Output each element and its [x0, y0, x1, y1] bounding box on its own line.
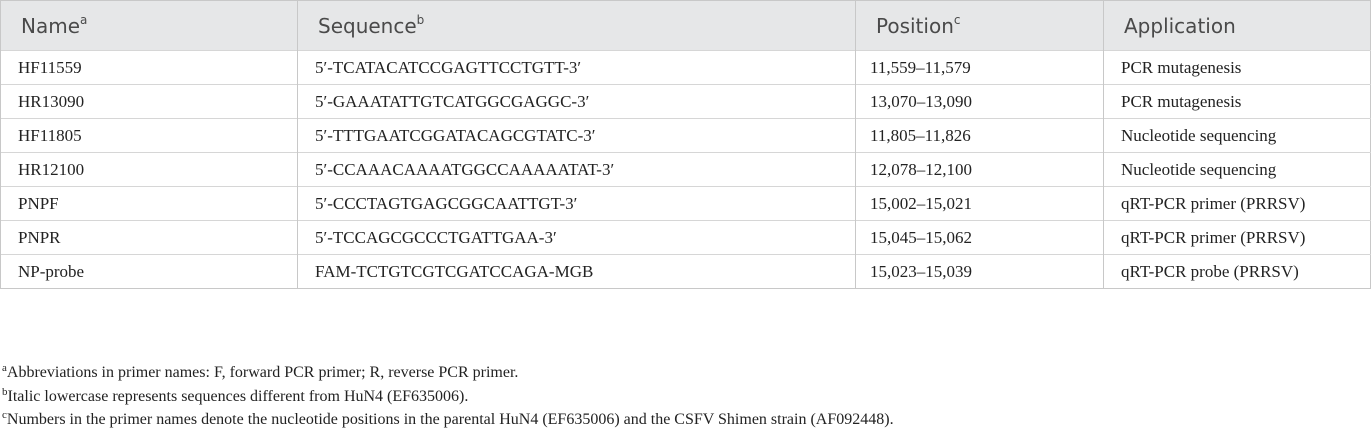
header-label: Name: [21, 14, 81, 38]
table-cell: 5′-CCCTAGTGAGCGGCAATTGT-3′: [297, 186, 856, 221]
table-row: HR13090 5′-GAAATATTGTCATGGCGAGGC-3′ 13,070…: [0, 84, 1371, 119]
footnote: bItalic lowercase represents sequences d…: [2, 381, 894, 405]
header-label: Sequence: [318, 14, 417, 38]
footnote-text: Numbers in the primer names denote the n…: [6, 411, 894, 428]
table-cell: PNPF: [0, 186, 298, 221]
table-row: PNPF 5′-CCCTAGTGAGCGGCAATTGT-3′ 15,002–15,…: [0, 186, 1371, 221]
footnote-marker: c: [2, 409, 7, 421]
table-cell: Nucleotide sequencing: [1103, 118, 1371, 153]
column-header: Positionc: [855, 0, 1104, 51]
footnotes: aAbbreviations in primer names: F, forwa…: [2, 357, 894, 428]
header-row: Namea Sequenceb Positionc Application: [0, 0, 1371, 51]
table-cell: 15,002–15,021: [855, 186, 1104, 221]
table-cell: Nucleotide sequencing: [1103, 152, 1371, 187]
table-cell: 12,078–12,100: [855, 152, 1104, 187]
table-cell: HF11559: [0, 50, 298, 85]
footnote-marker: a: [80, 13, 88, 27]
table-cell: 15,045–15,062: [855, 220, 1104, 255]
table-cell: 11,559–11,579: [855, 50, 1104, 85]
table-cell: PCR mutagenesis: [1103, 50, 1371, 85]
table-cell: HR12100: [0, 152, 298, 187]
table-cell: qRT-PCR probe (PRRSV): [1103, 254, 1371, 289]
table-cell: 5′-TCATACATCCGAGTTCCTGTT-3′: [297, 50, 856, 85]
table-cell: PCR mutagenesis: [1103, 84, 1371, 119]
table-cell: HF11805: [0, 118, 298, 153]
table-row: PNPR 5′-TCCAGCGCCCTGATTGAA-3′ 15,045–15,06…: [0, 220, 1371, 255]
table-cell: 5′-TTTGAATCGGATACAGCGTATC-3′: [297, 118, 856, 153]
footnote: aAbbreviations in primer names: F, forwa…: [2, 357, 894, 381]
table-cell: PNPR: [0, 220, 298, 255]
table-cell: 5′-GAAATATTGTCATGGCGAGGC-3′: [297, 84, 856, 119]
column-header: Application: [1103, 0, 1371, 51]
table-cell: 13,070–13,090: [855, 84, 1104, 119]
footnote: cNumbers in the primer names denote the …: [2, 404, 894, 428]
table-cell: 5′-TCCAGCGCCCTGATTGAA-3′: [297, 220, 856, 255]
table-cell: qRT-PCR primer (PRRSV): [1103, 186, 1371, 221]
footnote-marker: c: [953, 13, 961, 27]
primer-table: Namea Sequenceb Positionc Application HF115…: [0, 0, 1371, 289]
header-label: Application: [1124, 13, 1236, 38]
table-cell: 5′-CCAAACAAAATGGCCAAAAATAT-3′: [297, 152, 856, 187]
table-cell: FAM-TCTGTCGTCGATCCAGA-MGB: [297, 254, 856, 289]
table-cell: 15,023–15,039: [855, 254, 1104, 289]
header-label: Position: [876, 14, 954, 38]
table-cell: HR13090: [0, 84, 298, 119]
table-row: NP-probe FAM-TCTGTCGTCGATCCAGA-MGB 15,023–…: [0, 254, 1371, 289]
footnote-marker: b: [2, 385, 8, 398]
table-row: HF11559 5′-TCATACATCCGAGTTCCTGTT-3′ 11,559…: [0, 50, 1371, 85]
footnote-text: Italic lowercase represents sequences di…: [7, 387, 469, 405]
column-header: Sequenceb: [297, 0, 856, 51]
footnote-text: Abbreviations in primer names: F, forwar…: [6, 364, 519, 381]
column-header: Namea: [0, 0, 298, 51]
footnote-marker: b: [416, 13, 425, 27]
table-cell: qRT-PCR primer (PRRSV): [1103, 220, 1371, 255]
table-row: HF11805 5′-TTTGAATCGGATACAGCGTATC-3′ 11,80…: [0, 118, 1371, 153]
footnote-marker: a: [2, 362, 7, 374]
table-body: HF11559 5′-TCATACATCCGAGTTCCTGTT-3′ 11,559…: [0, 50, 1371, 289]
table-row: HR12100 5′-CCAAACAAAATGGCCAAAAATAT-3′ 12,0…: [0, 152, 1371, 187]
table-cell: NP-probe: [0, 254, 298, 289]
table-cell: 11,805–11,826: [855, 118, 1104, 153]
